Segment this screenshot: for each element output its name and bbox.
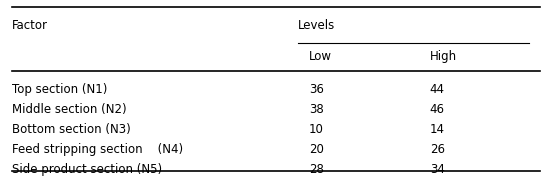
Text: 10: 10 xyxy=(309,123,324,136)
Text: Levels: Levels xyxy=(298,19,335,32)
Text: High: High xyxy=(430,50,457,63)
Text: 46: 46 xyxy=(430,103,445,116)
Text: 34: 34 xyxy=(430,163,445,176)
Text: 38: 38 xyxy=(309,103,323,116)
Text: 44: 44 xyxy=(430,83,445,96)
Text: 36: 36 xyxy=(309,83,324,96)
Text: Side product section (N5): Side product section (N5) xyxy=(12,163,162,176)
Text: 14: 14 xyxy=(430,123,445,136)
Text: Low: Low xyxy=(309,50,332,63)
Text: Top section (N1): Top section (N1) xyxy=(12,83,108,96)
Text: 20: 20 xyxy=(309,143,324,156)
Text: Factor: Factor xyxy=(12,19,49,32)
Text: Bottom section (N3): Bottom section (N3) xyxy=(12,123,131,136)
Text: 28: 28 xyxy=(309,163,324,176)
Text: Middle section (N2): Middle section (N2) xyxy=(12,103,127,116)
Text: Feed stripping section    (N4): Feed stripping section (N4) xyxy=(12,143,183,156)
Text: 26: 26 xyxy=(430,143,445,156)
